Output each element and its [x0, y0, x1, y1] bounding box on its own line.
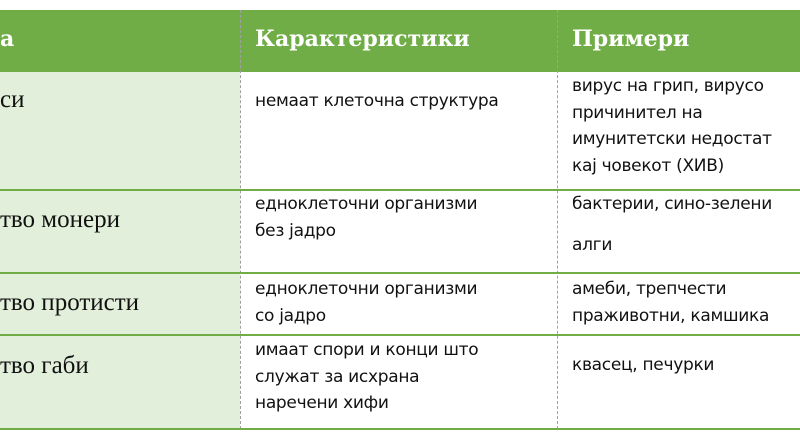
examples-cell: бактерии, сино-зелени алги: [572, 191, 772, 258]
row-name: тво габи: [0, 352, 89, 379]
examples-cell: квасец, печурки: [572, 352, 714, 379]
header-col1: а: [0, 26, 15, 52]
text-line: едноклеточни организми: [255, 194, 478, 214]
characteristics-cell: едноклеточни организми без јадро: [255, 191, 478, 244]
row-divider: [0, 428, 800, 430]
text-line: алги: [572, 234, 613, 255]
table-header: [0, 10, 800, 72]
examples-cell: вирус на грип, вирусо причинител на имун…: [572, 73, 772, 179]
text-line: наречени хифи: [255, 393, 389, 413]
row-name: си: [0, 86, 25, 113]
column-divider: [557, 10, 558, 429]
characteristics-cell: едноклеточни организми со јадро: [255, 276, 478, 329]
column-divider: [240, 10, 241, 429]
text-line: амеби, трепчести: [572, 279, 727, 299]
characteristics-cell: имаат спори и конци што служат за исхран…: [255, 337, 479, 417]
row-divider: [0, 189, 800, 191]
text-line: имаат спори и конци што: [255, 340, 479, 360]
row-divider: [0, 272, 800, 274]
text-line: бактерии, сино-зелени: [572, 194, 772, 214]
row-divider: [0, 334, 800, 336]
header-characteristics: Карактеристики: [255, 26, 470, 52]
text-line: со јадро: [255, 305, 326, 326]
text-line: квасец, печурки: [572, 355, 715, 375]
row-name: тво протисти: [0, 289, 140, 316]
text-line: без јадро: [255, 220, 336, 241]
text-line: имунитетски недостат: [572, 129, 772, 149]
text-line: служат за исхрана: [255, 366, 420, 387]
characteristics-cell: немаат клеточна структура: [255, 88, 499, 115]
first-column-background: [0, 72, 240, 429]
text-line: праживотни, камшика: [572, 305, 770, 326]
row-name: тво монери: [0, 206, 120, 233]
text-line: едноклеточни организми: [255, 279, 478, 299]
text-line: кај човекот (ХИВ): [572, 155, 724, 176]
text-line: вирус на грип, вирусо: [572, 76, 764, 96]
examples-cell: амеби, трепчести праживотни, камшика: [572, 276, 769, 329]
text-line: немаат клеточна структура: [255, 91, 499, 111]
text-line: причинител на: [572, 102, 703, 123]
header-examples: Примери: [572, 26, 690, 52]
